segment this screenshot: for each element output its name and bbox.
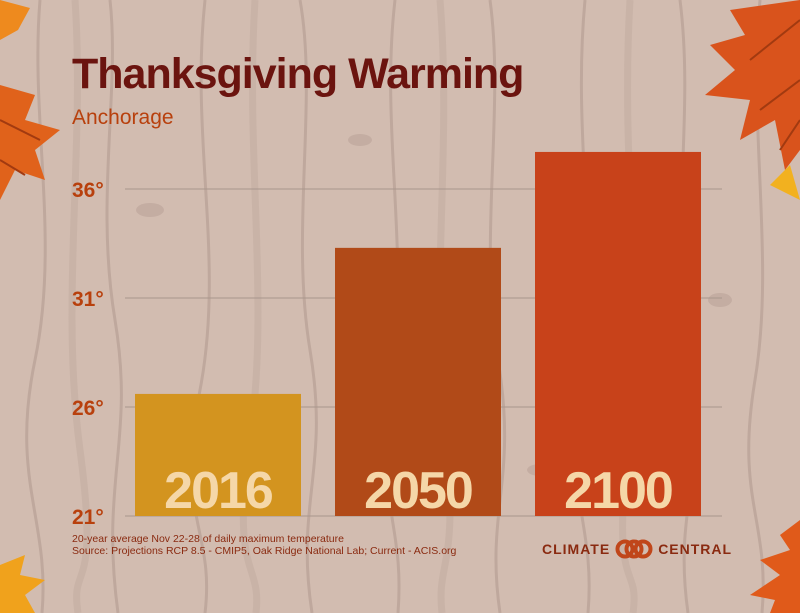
footnote-line-1: 20-year average Nov 22-28 of daily maxim… xyxy=(72,533,344,545)
leaf-decoration-top-right xyxy=(705,0,800,200)
leaf-decoration-bottom-left xyxy=(0,555,45,613)
chart-footnote: 20-year average Nov 22-28 of daily maxim… xyxy=(72,533,456,557)
logo-word-central: CENTRAL xyxy=(658,541,733,557)
footnote-line-2: Source: Projections RCP 8.5 - CMIP5, Oak… xyxy=(72,545,457,557)
chart-title: Thanksgiving Warming xyxy=(72,50,524,98)
y-tick-label: 21° xyxy=(72,506,104,529)
bar-2016 xyxy=(135,393,301,516)
bar-category-label: 2100 xyxy=(564,462,672,520)
leaf-decoration-bottom-right xyxy=(750,520,800,613)
bar-2050 xyxy=(335,247,501,517)
y-tick-label: 26° xyxy=(72,397,104,420)
leaf-decoration-top-left xyxy=(0,0,60,200)
logo-word-climate: CLIMATE xyxy=(542,541,611,557)
y-tick-label: 31° xyxy=(72,288,104,311)
bar-category-label: 2016 xyxy=(164,462,273,520)
bar-category-label: 2050 xyxy=(364,462,472,520)
y-tick-label: 36° xyxy=(72,179,104,202)
climate-central-logo: CLIMATE CENTRAL xyxy=(542,538,732,560)
logo-rings-icon xyxy=(615,539,653,559)
bar-2100 xyxy=(535,151,701,516)
chart-subtitle: Anchorage xyxy=(72,106,174,129)
